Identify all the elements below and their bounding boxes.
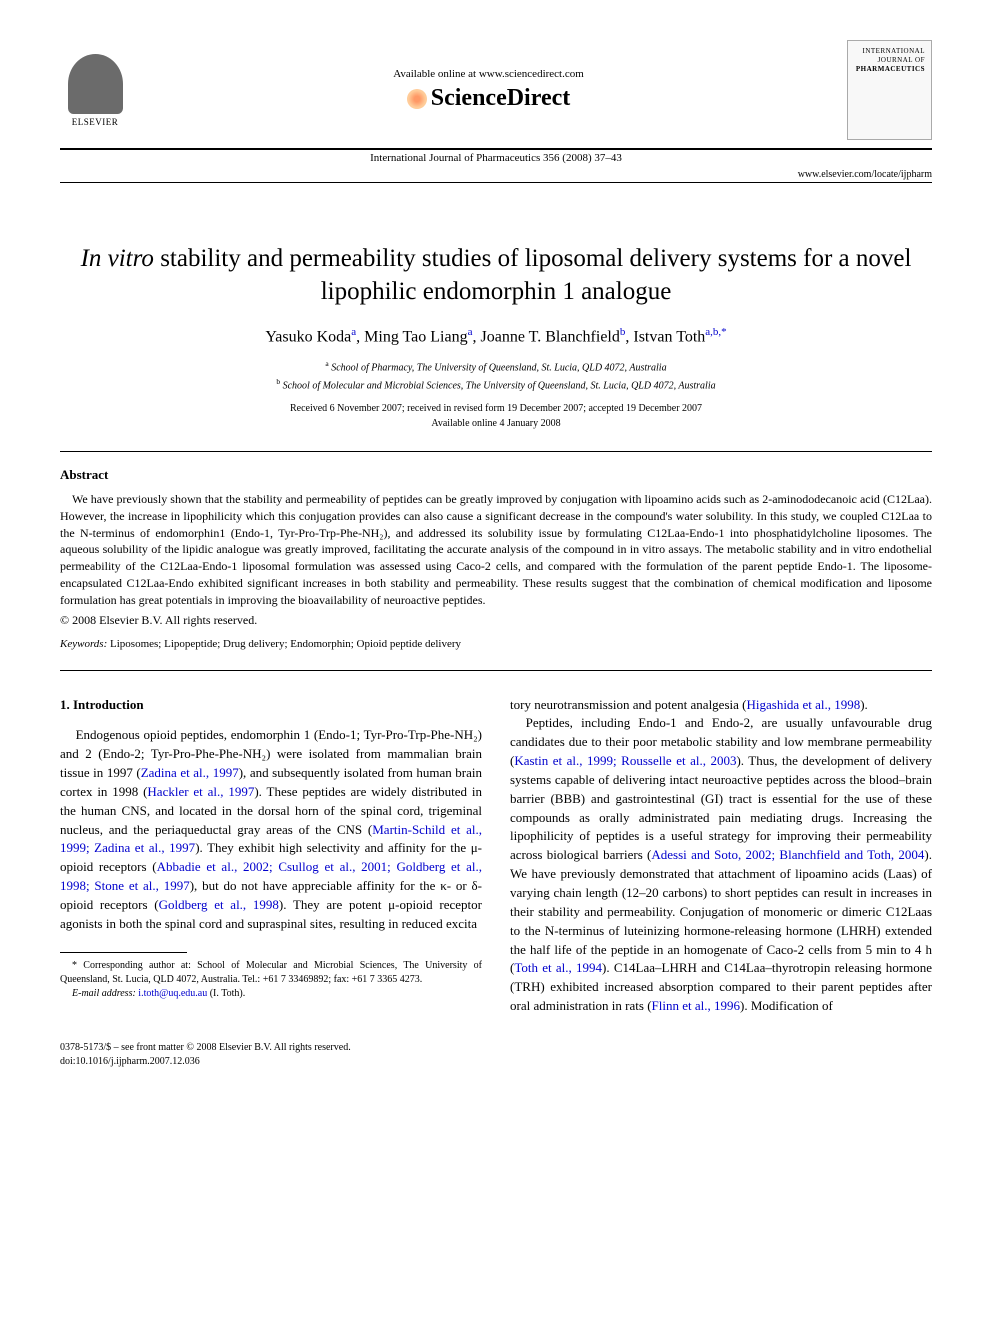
- top-banner: ELSEVIER Available online at www.science…: [60, 40, 932, 140]
- affiliation-a: a School of Pharmacy, The University of …: [60, 358, 932, 375]
- abstract-heading: Abstract: [60, 467, 932, 483]
- intro-para-1: Endogenous opioid peptides, endomorphin …: [60, 726, 482, 933]
- author-1: Yasuko Koda: [265, 328, 351, 345]
- author-4: Istvan Toth: [633, 328, 705, 345]
- ref-higashida-1998[interactable]: Higashida et al., 1998: [746, 697, 860, 712]
- abstract-copyright: © 2008 Elsevier B.V. All rights reserved…: [60, 613, 932, 628]
- keywords: Keywords: Liposomes; Lipopeptide; Drug d…: [60, 638, 932, 650]
- journal-cover-thumbnail: INTERNATIONAL JOURNAL OF PHARMACEUTICS: [847, 40, 932, 140]
- author-4-sup: a,b,*: [705, 326, 726, 338]
- ref-kastin-multi[interactable]: Kastin et al., 1999; Rousselle et al., 2…: [514, 753, 736, 768]
- keywords-text: Liposomes; Lipopeptide; Drug delivery; E…: [107, 638, 461, 650]
- column-left: 1. Introduction Endogenous opioid peptid…: [60, 696, 482, 1016]
- author-3-sup: b: [620, 326, 626, 338]
- available-online-text: Available online at www.sciencedirect.co…: [130, 68, 847, 80]
- ref-zadina-1997[interactable]: Zadina et al., 1997: [141, 765, 239, 780]
- footer-doi: doi:10.1016/j.ijpharm.2007.12.036: [60, 1055, 932, 1069]
- author-2: Ming Tao Liang: [364, 328, 467, 345]
- abstract-rule-top: [60, 451, 932, 452]
- affiliation-b: b School of Molecular and Microbial Scie…: [60, 376, 932, 393]
- keywords-label: Keywords:: [60, 638, 107, 650]
- affiliations: a School of Pharmacy, The University of …: [60, 358, 932, 393]
- email-label: E-mail address:: [72, 988, 136, 999]
- footer-issn: 0378-5173/$ – see front matter © 2008 El…: [60, 1041, 932, 1055]
- title-italic: In vitro: [81, 245, 154, 272]
- elsevier-logo: ELSEVIER: [60, 48, 130, 133]
- elsevier-label: ELSEVIER: [72, 117, 119, 127]
- article-title: In vitro stability and permeability stud…: [60, 243, 932, 308]
- header-rule-top: [60, 148, 932, 150]
- elsevier-tree-icon: [68, 54, 123, 114]
- title-rest: stability and permeability studies of li…: [154, 245, 912, 305]
- body-two-column: 1. Introduction Endogenous opioid peptid…: [60, 696, 932, 1016]
- email-link[interactable]: i.toth@uq.edu.au: [136, 988, 207, 999]
- cover-line1: INTERNATIONAL JOURNAL OF: [854, 47, 925, 65]
- ref-goldberg-1998[interactable]: Goldberg et al., 1998: [159, 897, 279, 912]
- author-3: Joanne T. Blanchfield: [481, 328, 620, 345]
- journal-citation: International Journal of Pharmaceutics 3…: [60, 152, 932, 164]
- cover-line2: PHARMACEUTICS: [854, 65, 925, 74]
- intro-para-2: Peptides, including Endo-1 and Endo-2, a…: [510, 714, 932, 1016]
- sciencedirect-icon: [407, 89, 427, 109]
- corresponding-footnote: * Corresponding author at: School of Mol…: [60, 959, 482, 987]
- dates-online: Available online 4 January 2008: [60, 416, 932, 431]
- center-header: Available online at www.sciencedirect.co…: [130, 68, 847, 112]
- header-rule-bottom: [60, 182, 932, 183]
- page-footer: 0378-5173/$ – see front matter © 2008 El…: [60, 1041, 932, 1069]
- article-dates: Received 6 November 2007; received in re…: [60, 401, 932, 431]
- author-2-sup: a: [468, 326, 473, 338]
- ref-adessi-multi[interactable]: Adessi and Soto, 2002; Blanchfield and T…: [651, 847, 924, 862]
- ref-hackler-1997[interactable]: Hackler et al., 1997: [147, 784, 254, 799]
- column-right: tory neurotransmission and potent analge…: [510, 696, 932, 1016]
- journal-header: ELSEVIER Available online at www.science…: [60, 40, 932, 213]
- dates-received: Received 6 November 2007; received in re…: [60, 401, 932, 416]
- ref-flinn-1996[interactable]: Flinn et al., 1996: [652, 998, 740, 1013]
- sciencedirect-brand: ScienceDirect: [130, 85, 847, 112]
- author-1-sup: a: [351, 326, 356, 338]
- intro-para-1-cont: tory neurotransmission and potent analge…: [510, 696, 932, 715]
- author-list: Yasuko Kodaa, Ming Tao Lianga, Joanne T.…: [60, 326, 932, 346]
- sciencedirect-text: ScienceDirect: [431, 85, 571, 111]
- journal-url: www.elsevier.com/locate/ijpharm: [60, 169, 932, 180]
- ref-toth-1994[interactable]: Toth et al., 1994: [514, 960, 602, 975]
- footnote-rule: [60, 952, 187, 953]
- abstract-rule-bottom: [60, 670, 932, 671]
- email-footnote: E-mail address: i.toth@uq.edu.au (I. Tot…: [60, 987, 482, 1001]
- intro-heading: 1. Introduction: [60, 696, 482, 715]
- abstract-text: We have previously shown that the stabil…: [60, 491, 932, 609]
